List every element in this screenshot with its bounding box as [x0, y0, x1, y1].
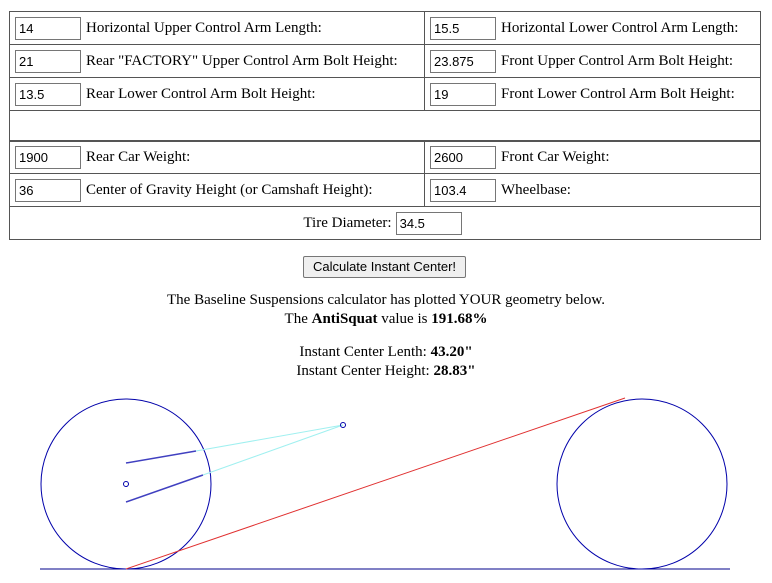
form-cell: 1900 Rear Car Weight:: [9, 141, 425, 174]
form-cell: 19 Front Lower Control Arm Bolt Height:: [424, 77, 761, 111]
input[interactable]: 21: [15, 49, 81, 73]
label: Tire Diameter:: [303, 214, 392, 231]
rear-tire: [40, 398, 212, 570]
plot-shapes: [40, 397, 730, 570]
label: Instant Center Height:: [296, 363, 430, 379]
value: 43.20": [430, 344, 473, 360]
axle-point: [123, 481, 129, 487]
label: Wheelbase:: [501, 181, 571, 198]
text: 191.68%: [431, 311, 488, 327]
tire-row: Tire Diameter: 34.5: [9, 206, 761, 240]
text: The: [284, 311, 308, 327]
geometry-plot: [40, 397, 730, 570]
label: Instant Center Lenth:: [299, 344, 427, 360]
instant-center-point: [340, 422, 346, 428]
empty-row: [9, 110, 761, 141]
text: AntiSquat: [311, 311, 378, 327]
form-cell: 14 Horizontal Upper Control Arm Length:: [9, 11, 425, 45]
label: Front Lower Control Arm Bolt Height:: [501, 85, 735, 102]
label: Rear Car Weight:: [86, 149, 191, 165]
label: Horizontal Lower Control Arm Length:: [501, 19, 739, 36]
label: Rear "FACTORY" Upper Control Arm Bolt He…: [86, 52, 398, 69]
upper-projection: [195, 424, 344, 452]
form-cell: 21 Rear "FACTORY" Upper Control Arm Bolt …: [9, 44, 425, 78]
input[interactable]: 36: [15, 178, 81, 202]
input[interactable]: 34.5: [395, 211, 462, 235]
result-ic-length: Instant Center Lenth: 43.20": [0, 344, 772, 361]
label: Rear Lower Control Arm Bolt Height:: [86, 85, 316, 102]
result-intro: The Baseline Suspensions calculator has …: [167, 292, 605, 308]
label: Front Car Weight:: [501, 149, 610, 165]
form-cell: 2600 Front Car Weight:: [424, 141, 761, 174]
text: value is: [381, 311, 428, 327]
input[interactable]: 15.5: [430, 16, 496, 40]
upper-arm: [125, 450, 197, 464]
input[interactable]: 13.5: [15, 82, 81, 106]
lower-arm: [125, 474, 204, 503]
label: Front Upper Control Arm Bolt Height:: [501, 52, 734, 69]
input[interactable]: 23.875: [430, 49, 496, 73]
result-antisquat: The AntiSquat value is 191.68%: [0, 311, 772, 328]
form-cell: 103.4 Wheelbase:: [424, 173, 761, 207]
antisquat-line: [125, 397, 626, 570]
button[interactable]: Calculate Instant Center!: [303, 256, 466, 278]
form-cell: 15.5 Horizontal Lower Control Arm Length:: [424, 11, 761, 45]
form-cell: 13.5 Rear Lower Control Arm Bolt Height:: [9, 77, 425, 111]
label: Horizontal Upper Control Arm Length:: [86, 19, 322, 36]
form-cell: 23.875 Front Upper Control Arm Bolt Heigh…: [424, 44, 761, 78]
front-tire: [556, 398, 728, 570]
result-ic-height: Instant Center Height: 28.83": [0, 363, 772, 380]
label: Center of Gravity Height (or Camshaft He…: [86, 181, 373, 198]
input[interactable]: 2600: [430, 146, 496, 169]
value: 28.83": [433, 363, 476, 379]
input[interactable]: 14: [15, 16, 81, 40]
input[interactable]: 103.4: [430, 178, 496, 202]
lower-projection: [202, 424, 344, 476]
input[interactable]: 1900: [15, 146, 81, 169]
input[interactable]: 19: [430, 82, 496, 106]
form-cell: 36 Center of Gravity Height (or Camshaft …: [9, 173, 425, 207]
